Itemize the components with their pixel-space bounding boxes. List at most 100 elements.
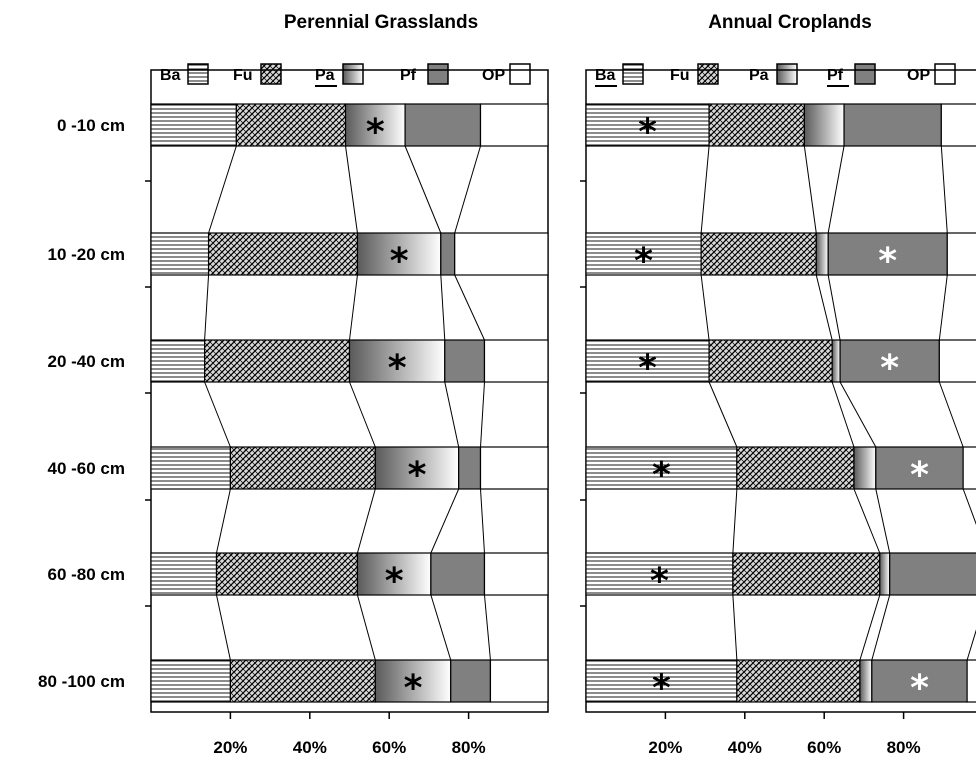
y-tick-label: 80 -100 cm: [38, 672, 125, 691]
bar-segment-fu: [732, 552, 881, 596]
significance-marker: *: [638, 112, 657, 153]
bar-segment-fu: [229, 446, 376, 490]
y-tick-label: 40 -60 cm: [48, 459, 126, 478]
connector-line: [938, 381, 964, 448]
bar-segment-ba: [585, 339, 710, 383]
significance-marker: *: [366, 112, 385, 153]
x-tick-label: 40%: [293, 738, 327, 757]
connector-line: [349, 381, 376, 448]
legend-swatch-op: [934, 63, 956, 85]
bar-segment-ba: [150, 103, 237, 147]
legend-label-pf: Pf: [400, 67, 417, 84]
connector-line: [356, 594, 376, 661]
bar-segment-op: [962, 446, 976, 490]
connector-line: [480, 381, 485, 448]
connector-line: [356, 488, 376, 554]
bar-segment-pa: [356, 232, 442, 276]
connector-line: [204, 381, 231, 448]
bar-segment-pf: [843, 103, 942, 147]
legend-label-ba: Ba: [160, 67, 181, 84]
legend-label-op: OP: [482, 67, 505, 84]
legend-swatch-ba: [187, 63, 209, 85]
bar-segment-ba: [150, 446, 232, 490]
bar-segment-pf: [450, 659, 492, 703]
bar-segment-pf: [430, 552, 486, 596]
bar-segment-pa: [374, 659, 452, 703]
bar-segment-fu: [736, 659, 861, 703]
chart-title: Perennial Grasslands: [284, 12, 478, 33]
panel-0: Perennial Grasslands Ba Fu Pa Pf OP 20% 40% 60% 8…: [38, 12, 549, 757]
connector-line: [839, 381, 877, 448]
legend-swatch-pf: [427, 63, 449, 85]
significance-marker: *: [408, 455, 427, 496]
bar-segment-pa: [803, 103, 845, 147]
bar-segment-op: [483, 552, 549, 596]
bar-segment-pa: [356, 552, 432, 596]
connector-line: [700, 145, 710, 234]
plot-frame: [150, 69, 549, 713]
connector-line: [345, 145, 358, 234]
bar-segment-pa: [879, 552, 891, 596]
connector-line: [404, 145, 442, 234]
legend-label-fu: Fu: [670, 67, 690, 84]
connector-line: [966, 629, 976, 661]
legend-swatch-pa: [342, 63, 364, 85]
y-tick-label: 0 -10 cm: [57, 116, 125, 135]
legend-label-ba: Ba: [595, 67, 616, 84]
bar-segment-pf: [871, 659, 968, 703]
connector-line: [440, 274, 446, 341]
legend-label-fu: Fu: [233, 67, 253, 84]
connector-line: [444, 381, 460, 448]
bar-segment-fu: [235, 103, 347, 147]
connector-line: [815, 274, 833, 341]
significance-marker: *: [388, 348, 407, 389]
significance-marker: *: [404, 668, 423, 709]
bar-segment-pa: [859, 659, 873, 703]
bar-segment-ba: [585, 232, 702, 276]
significance-marker: *: [878, 241, 897, 282]
bar-segment-pf: [404, 103, 482, 147]
y-tick-label: 10 -20 cm: [48, 245, 126, 264]
connector-line: [827, 274, 841, 341]
connector-line: [853, 488, 881, 554]
bar-segment-fu: [708, 103, 805, 147]
bar-segment-fu: [207, 232, 359, 276]
connector-line: [454, 145, 481, 234]
bar-segment-pf: [889, 552, 976, 596]
bar-segment-ba: [585, 552, 734, 596]
bar-segment-op: [479, 446, 549, 490]
bar-segment-op: [946, 232, 976, 276]
connector-line: [962, 488, 976, 525]
panel-1: Annual Croplands Ba Fu Pa Pf OP 20% 40% 60% 80% * *…: [580, 12, 976, 757]
y-tick-label: 20 -40 cm: [48, 352, 126, 371]
bar-segment-fu: [736, 446, 855, 490]
bar-segment-op: [454, 232, 549, 276]
legend-swatch-pa: [776, 63, 798, 85]
connector-line: [430, 594, 452, 661]
legend-label-pa: Pa: [749, 67, 769, 84]
bar-segment-ba: [150, 339, 206, 383]
x-tick-label: 80%: [452, 738, 486, 757]
x-tick-label: 20%: [648, 738, 682, 757]
legend-swatch-fu: [697, 63, 719, 85]
connector-line: [216, 488, 231, 554]
bar-segment-ba: [585, 659, 738, 703]
bar-segment-pf: [440, 232, 456, 276]
significance-marker: *: [650, 561, 669, 602]
x-tick-label: 20%: [213, 738, 247, 757]
connector-line: [859, 594, 881, 661]
legend-swatch-op: [509, 63, 531, 85]
bar-segment-ba: [150, 232, 210, 276]
connector-line: [875, 488, 891, 554]
bar-segment-ba: [150, 552, 218, 596]
bar-segment-op: [479, 103, 549, 147]
connector-line: [208, 145, 237, 234]
significance-marker: *: [390, 241, 409, 282]
bar-segment-pf: [444, 339, 486, 383]
connector-line: [827, 145, 845, 234]
legend-swatch-fu: [260, 63, 282, 85]
bar-segment-op: [966, 659, 976, 703]
bar-segment-ba: [150, 659, 232, 703]
bar-segment-pf: [875, 446, 964, 490]
